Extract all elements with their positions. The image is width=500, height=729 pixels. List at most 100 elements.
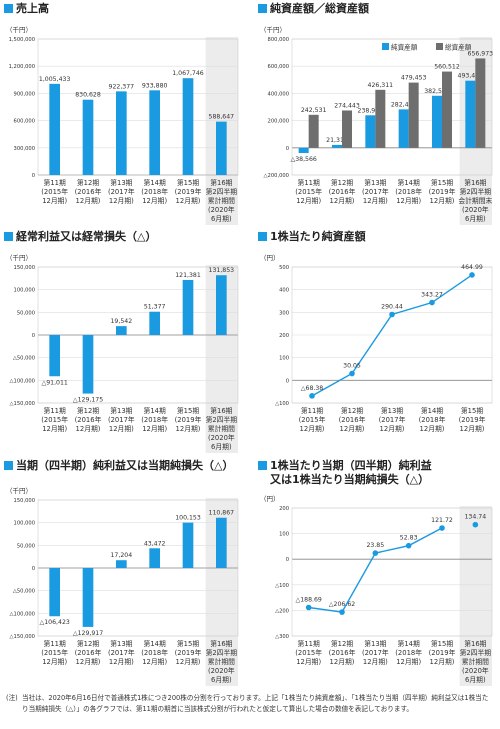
category-label: 第15期 — [177, 178, 199, 187]
category-label: (2015年 — [295, 187, 322, 196]
unit-label: （千円） — [6, 25, 32, 34]
data-label: △91,011 — [41, 379, 67, 386]
plot-border — [291, 38, 493, 176]
bps-chart: （円）△1000100200300400500第11期(2015年12月期)第1… — [260, 254, 493, 433]
data-label: 922,377 — [109, 83, 135, 90]
category-label: (2018年 — [395, 648, 422, 657]
footnote: (注) 当社は、2020年6月16日付で普通株式1株につき200株の分割を行って… — [6, 693, 494, 715]
category-label: 12月期) — [363, 197, 388, 205]
category-label: 12月期) — [176, 425, 201, 433]
title-square-icon — [4, 461, 13, 470]
y-tick-label: △150,000 — [10, 634, 35, 640]
category-label: (2015年 — [295, 648, 322, 657]
category-label: 第16期 — [210, 639, 232, 648]
category-label: 第13期 — [110, 178, 132, 187]
category-label: 第11期 — [44, 406, 66, 415]
data-label: 52.83 — [400, 535, 418, 542]
data-label: 274,443 — [334, 102, 360, 109]
category-label: 6月期) — [211, 215, 232, 223]
series-line — [308, 527, 443, 613]
y-tick-label: 500 — [279, 265, 289, 271]
unit-label: （千円） — [6, 486, 32, 495]
category-label: 6月期) — [211, 443, 232, 451]
y-tick-label: 800,000 — [268, 37, 289, 43]
sales-title-text: 売上高 — [16, 2, 49, 15]
category-label: 第11期 — [44, 639, 66, 648]
data-point — [372, 550, 379, 556]
data-point — [439, 525, 445, 531]
plot-border — [37, 38, 239, 176]
category-label: 第14期 — [144, 178, 166, 187]
bar — [308, 114, 319, 148]
eps-chart: （円）△300△200△1000100200第11期(2015年12月期)第12… — [260, 495, 493, 686]
bar — [216, 275, 227, 335]
category-label: 第15期 — [461, 406, 483, 415]
category-label: 12月期) — [396, 658, 421, 666]
category-label: 12月期) — [42, 658, 67, 666]
category-label: (2019年 — [175, 187, 202, 196]
category-label: (2016年 — [339, 415, 366, 424]
y-tick-label: 0 — [286, 378, 289, 384]
data-label: △129,175 — [73, 397, 103, 404]
category-label: 累計期間 — [208, 424, 235, 433]
category-label: 12月期) — [300, 425, 325, 433]
category-label: (2015年 — [41, 187, 68, 196]
category-label: 12月期) — [142, 658, 167, 666]
bar — [216, 121, 227, 175]
category-label: 第2四半期 — [206, 415, 238, 424]
data-label: △188.69 — [295, 597, 321, 604]
data-label: 242,531 — [301, 107, 327, 114]
footnote-text: 当社は、2020年6月16日付で普通株式1株につき200株の分割を行っております… — [22, 694, 489, 713]
category-label: 第11期 — [298, 639, 320, 648]
category-label: 第13期 — [381, 406, 403, 415]
category-label: 12月期) — [460, 425, 485, 433]
plot-border — [291, 266, 493, 404]
category-label: 第16期 — [464, 178, 486, 187]
category-label: 第15期 — [431, 178, 453, 187]
category-label: (2020年 — [208, 433, 235, 442]
data-label: 560,512 — [434, 64, 460, 71]
category-label: 12月期) — [142, 425, 167, 433]
bar — [375, 89, 386, 148]
data-label: 282,442 — [391, 101, 417, 108]
category-label: 第2四半期 — [206, 187, 238, 196]
bar — [116, 326, 127, 335]
highlight-bg — [459, 506, 492, 686]
sales-panel: 売上高 （千円） 0 300,000 600,000 900,000 1,200,000 1… — [4, 2, 244, 225]
data-label: 1,005,433 — [39, 76, 71, 83]
category-label: 第14期 — [398, 639, 420, 648]
category-label: 12月期) — [340, 425, 365, 433]
data-label: △129,917 — [73, 630, 103, 637]
data-label: △106,423 — [39, 619, 69, 626]
bps-panel: 1株当たり純資産額 （円） △100 0 100 200 300 400 500 第11期 (20… — [258, 230, 498, 452]
bar — [216, 517, 227, 568]
category-label: (2017年 — [362, 648, 389, 657]
category-label: (2017年 — [362, 187, 389, 196]
bar — [82, 568, 94, 627]
y-tick-label: 0 — [32, 173, 35, 179]
category-label: 6月期) — [465, 676, 486, 684]
y-tick-label: 200,000 — [268, 119, 289, 125]
data-label: 134.74 — [465, 514, 487, 521]
bar — [365, 115, 376, 148]
bar — [82, 99, 94, 175]
category-label: (2017年 — [108, 415, 135, 424]
y-tick-label: 900,000 — [14, 91, 35, 97]
title-square-icon — [258, 232, 267, 241]
category-label: 第13期 — [364, 639, 386, 648]
category-label: 第14期 — [421, 406, 443, 415]
data-label: 343.27 — [421, 292, 443, 299]
category-label: (2020年 — [462, 205, 489, 214]
bps-title-text: 1株当たり純資産額 — [270, 230, 366, 243]
category-label: 12月期) — [109, 658, 134, 666]
y-tick-label: △300 — [275, 634, 289, 640]
category-label: 12月期) — [380, 425, 405, 433]
category-label: 12月期) — [109, 425, 134, 433]
legend-swatch — [436, 43, 443, 50]
data-label: 21,315 — [326, 137, 348, 144]
data-label: 23.85 — [366, 542, 384, 549]
category-label: 累計期間 — [462, 657, 489, 666]
category-label: 第12期 — [77, 178, 99, 187]
y-tick-label: 150,000 — [14, 498, 35, 504]
category-label: 12月期) — [430, 658, 455, 666]
